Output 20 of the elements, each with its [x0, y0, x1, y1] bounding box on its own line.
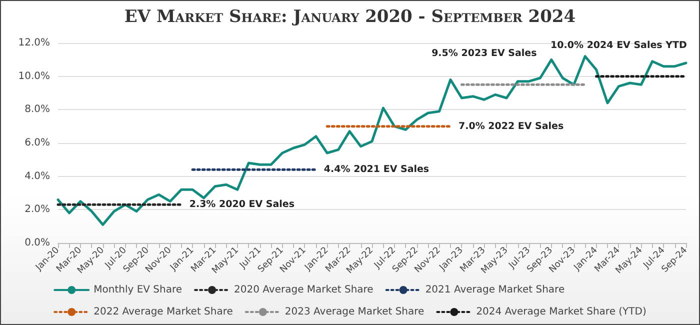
- legend-label: Monthly EV Share: [94, 284, 182, 296]
- y-tick-label: 8.0%: [24, 104, 50, 116]
- legend-label: 2023 Average Market Share: [284, 306, 424, 318]
- annotation: 4.4% 2021 EV Sales: [324, 164, 430, 176]
- y-tick-label: 6.0%: [24, 138, 50, 148]
- y-tick-label: 10.0%: [18, 70, 50, 82]
- y-tick-label: 12.0%: [18, 38, 50, 48]
- line-series: [56, 55, 688, 226]
- y-tick-label: 4.0%: [24, 170, 50, 182]
- annotation: 9.5% 2023 EV Sales: [432, 48, 538, 60]
- annotation: 10.0% 2024 EV Sales YTD: [550, 40, 687, 51]
- chart-title: EV Market Share: January 2020 - September 2024: [123, 7, 577, 27]
- legend-label: 2024 Average Market Share (YTD): [476, 306, 646, 318]
- annotation: 2.3% 2020 EV Sales: [189, 199, 295, 210]
- y-tick-label: 2.0%: [24, 204, 50, 216]
- y-tick-label: 0.0%: [24, 238, 50, 248]
- annotation: 7.0% 2022 EV Sales: [458, 120, 564, 132]
- legend-label: 2022 Average Market Share: [94, 306, 233, 318]
- legend-label: 2020 Average Market Share: [234, 284, 374, 296]
- legend-label: 2021 Average Market Share: [425, 284, 565, 296]
